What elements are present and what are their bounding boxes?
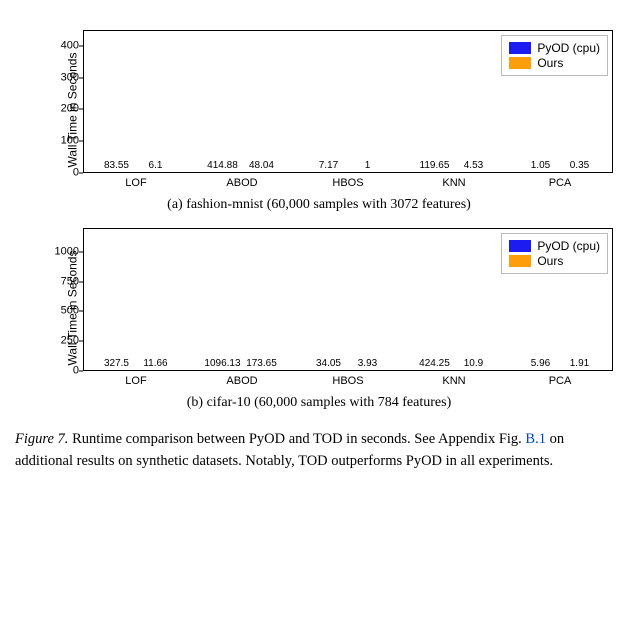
xtick-label: HBOS xyxy=(332,177,363,189)
ytick-mark xyxy=(79,109,83,110)
ytick-mark xyxy=(79,371,83,372)
bar-value-label: 119.65 xyxy=(420,160,450,171)
bar-value-label: 173.65 xyxy=(246,358,277,369)
xtick-label: ABOD xyxy=(226,177,257,189)
xtick-label: PCA xyxy=(549,177,572,189)
ytick-mark xyxy=(79,173,83,174)
ytick-mark xyxy=(79,341,83,342)
xtick-label: LOF xyxy=(125,375,146,387)
xtick-label: HBOS xyxy=(332,375,363,387)
chart-b-bars: 327.5 11.66 1096.13 173.65 34.05 3.93 424.25 10… xyxy=(83,228,613,371)
chart-a-wrap: Wall Time in Seconds PyOD (cpu) Ours 83.… xyxy=(10,25,628,213)
bar-value-label: 11.66 xyxy=(143,358,167,369)
bar-value-label: 48.04 xyxy=(249,160,274,171)
ytick-label: 200 xyxy=(61,104,79,115)
bar-value-label: 0.35 xyxy=(570,160,589,171)
ytick-label: 400 xyxy=(61,40,79,51)
ytick-label: 250 xyxy=(61,336,79,347)
ytick-label: 300 xyxy=(61,72,79,83)
bar-value-label: 1 xyxy=(365,160,371,171)
bar-value-label: 424.25 xyxy=(419,358,450,369)
chart-b-wrap: Wall Time in Seconds PyOD (cpu) Ours 327… xyxy=(10,223,628,411)
bar-value-label: 7.17 xyxy=(319,160,338,171)
caption-ref-link[interactable]: B.1 xyxy=(525,431,546,447)
bar-value-label: 5.96 xyxy=(531,358,550,369)
xtick-label: KNN xyxy=(442,375,465,387)
chart-a-area: Wall Time in Seconds PyOD (cpu) Ours 83.… xyxy=(55,25,613,195)
bar-value-label: 1.91 xyxy=(570,358,589,369)
xtick-label: LOF xyxy=(125,177,146,189)
chart-a-bars: 83.55 6.1 414.88 48.04 7.17 1 119.65 4.53 1.05 0.… xyxy=(83,30,613,173)
bar-value-label: 1096.13 xyxy=(204,358,240,369)
bar-value-label: 4.53 xyxy=(464,160,483,171)
figure-number: Figure 7. xyxy=(15,431,68,447)
bar-value-label: 1.05 xyxy=(531,160,550,171)
figure-caption: Figure 7. Runtime comparison between PyO… xyxy=(10,429,628,473)
ytick-label: 1000 xyxy=(55,246,79,257)
ytick-label: 500 xyxy=(61,306,79,317)
xtick-label: PCA xyxy=(549,375,572,387)
ytick-mark xyxy=(79,281,83,282)
xtick-label: ABOD xyxy=(226,375,257,387)
ytick-mark xyxy=(79,45,83,46)
chart-a-subcaption: (a) fashion-mnist (60,000 samples with 3… xyxy=(10,197,628,213)
caption-text-1: Runtime comparison between PyOD and TOD … xyxy=(68,431,525,447)
ytick-mark xyxy=(79,77,83,78)
xtick-label: KNN xyxy=(442,177,465,189)
bar-value-label: 327.5 xyxy=(104,358,129,369)
bar-value-label: 83.55 xyxy=(104,160,129,171)
bar-value-label: 3.93 xyxy=(358,358,377,369)
chart-b-area: Wall Time in Seconds PyOD (cpu) Ours 327… xyxy=(55,223,613,393)
chart-b-subcaption: (b) cifar-10 (60,000 samples with 784 fe… xyxy=(10,395,628,411)
bar-value-label: 10.9 xyxy=(464,358,483,369)
ytick-label: 100 xyxy=(61,136,79,147)
bar-value-label: 34.05 xyxy=(316,358,341,369)
ytick-label: 750 xyxy=(61,276,79,287)
bar-value-label: 414.88 xyxy=(207,160,238,171)
ytick-mark xyxy=(79,141,83,142)
ytick-mark xyxy=(79,251,83,252)
bar-value-label: 6.1 xyxy=(149,160,163,171)
ytick-mark xyxy=(79,311,83,312)
